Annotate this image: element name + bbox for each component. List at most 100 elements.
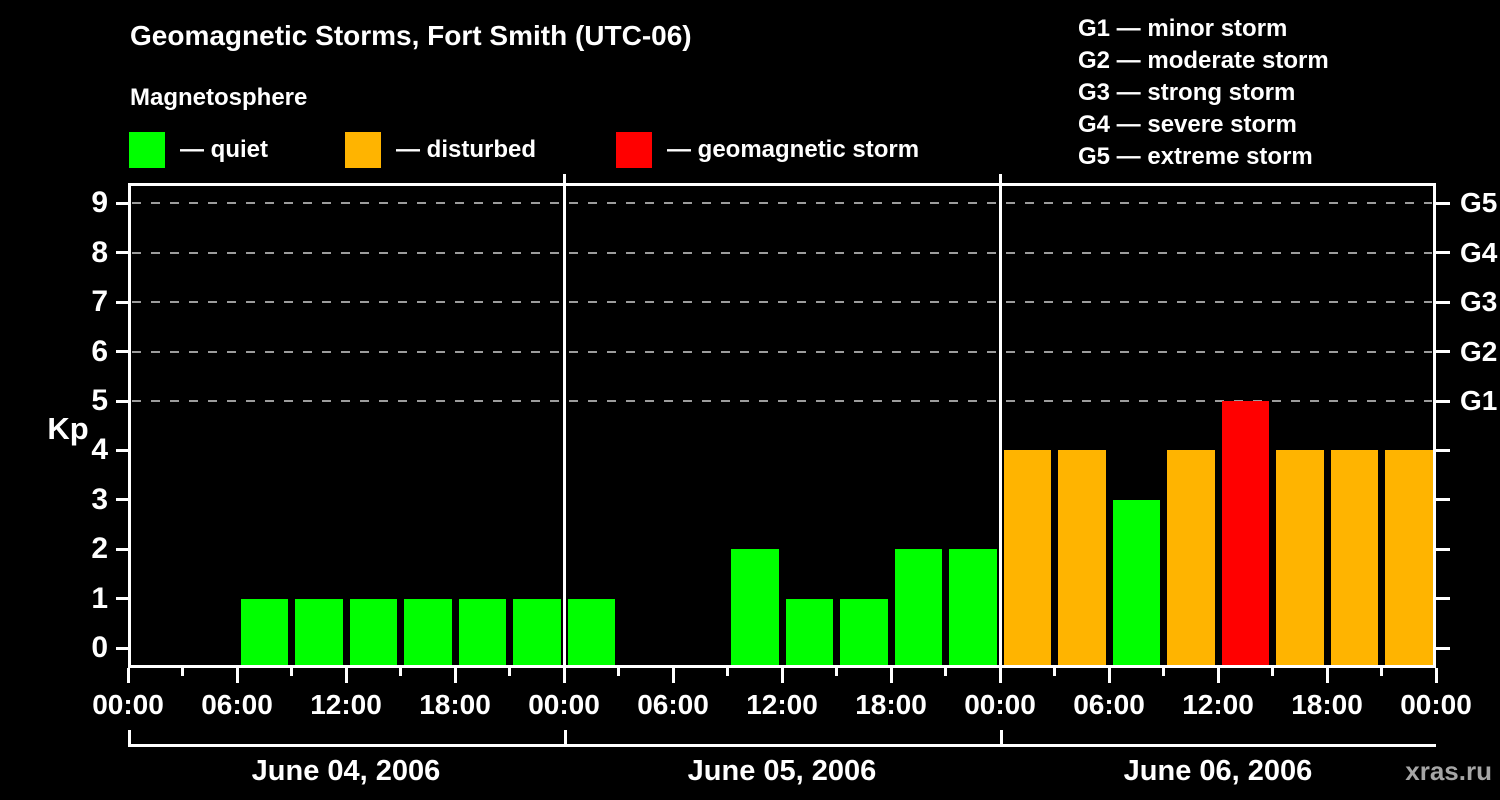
x-tick [181,668,184,676]
date-label: June 05, 2006 [687,755,877,787]
date-axis-tick [128,730,131,744]
kp-bar [840,598,888,665]
kp-bar [1385,450,1433,665]
xras-watermark: xras.ru [1405,756,1492,786]
x-tick [235,668,239,683]
y-tick-label: 1 [91,581,108,615]
time-label: 12:00 [746,689,818,720]
right-tick [1436,350,1450,354]
y-tick [116,646,128,650]
g-level-label-G2: G2 [1460,335,1498,367]
y-tick-label: 0 [91,631,108,664]
page-title: Geomagnetic Storms, Fort Smith (UTC-06) [130,20,692,51]
g-level-label-G1: G1 [1460,385,1498,416]
storm-scale-line-2: G2 — moderate storm [1078,47,1329,74]
legend-item-quiet: — quiet [129,132,268,168]
x-tick [889,668,893,683]
gridline-kp5 [132,400,1432,402]
storm-scale-legend: G1 — minor storm G2 — moderate storm G3 — … [1078,13,1329,173]
storm-swatch-icon [616,132,652,168]
x-tick [399,668,402,676]
right-tick [1436,300,1450,304]
x-tick [344,668,348,683]
x-tick [780,668,784,683]
x-tick [944,668,947,676]
kp-bar [404,598,452,665]
x-tick [126,668,130,683]
kp-bar [1221,401,1269,665]
day-divider [998,183,1002,668]
time-label: 18:00 [855,689,927,720]
time-label: 00:00 [528,689,600,720]
time-label: 06:00 [201,689,273,720]
y-tick-label: 7 [91,285,108,319]
x-tick [617,668,620,676]
date-axis-tick [564,730,567,744]
y-tick-label: 6 [91,334,108,368]
y-tick [116,597,128,601]
x-tick [290,668,293,676]
x-tick [726,668,729,676]
kp-bar [731,549,779,665]
kp-bar [240,598,288,665]
y-tick-label: 5 [91,384,108,417]
kp-bar [1058,450,1106,665]
g-level-label-G3: G3 [1460,286,1498,318]
y-tick-label: 3 [91,482,108,516]
kp-bar [785,598,833,665]
storm-scale-line-5: G5 — extreme storm [1078,143,1313,170]
time-label: 18:00 [419,689,491,720]
x-tick [671,668,675,683]
time-label: 06:00 [637,689,709,720]
legend-disturbed-label: — disturbed [396,136,537,163]
gridline-kp7 [132,301,1432,304]
x-tick [562,668,566,683]
kp-bar [1112,499,1160,665]
kp-bar [894,549,942,665]
kp-bar [1167,450,1215,665]
g-level-label-G5: G5 [1460,187,1498,219]
y-tick [116,448,128,452]
x-tick [1380,668,1383,676]
legend-item-storm: — geomagnetic storm [616,132,919,168]
disturbed-swatch-icon [345,132,381,168]
x-tick [1162,668,1165,676]
x-tick [1216,668,1220,683]
magnetosphere-subtitle: Magnetosphere [130,84,308,111]
day-divider [562,183,566,668]
y-tick-label: 8 [91,235,108,269]
plot-frame [128,183,1436,668]
y-tick [116,350,128,354]
y-tick-label: 9 [91,186,108,220]
right-tick [1436,547,1450,551]
y-tick [116,251,128,255]
gridline-kp6 [132,350,1432,353]
right-tick [1436,498,1450,502]
x-tick [1053,668,1056,676]
storm-scale-line-3: G3 — strong storm [1078,79,1296,106]
time-label: 00:00 [1400,689,1472,720]
date-label: June 06, 2006 [1123,755,1313,787]
day-divider-top-tick [998,174,1002,183]
y-tick [116,399,128,403]
x-tick [1434,668,1438,683]
kp-bar [458,598,506,665]
y-tick [116,300,128,304]
date-axis-tick [1000,730,1003,744]
kp-bar [295,598,343,665]
x-tick [998,668,1002,683]
y-tick-label: 4 [91,433,108,467]
kp-bar [949,549,997,665]
storm-scale-line-1: G1 — minor storm [1078,15,1288,42]
right-tick [1436,399,1450,403]
x-tick [835,668,838,676]
time-label: 12:00 [1182,689,1254,720]
x-tick [508,668,511,676]
y-tick [116,201,128,205]
kp-bar [1003,450,1051,665]
right-tick [1436,597,1450,601]
kp-bar [1330,450,1378,665]
date-axis-line [128,744,1436,747]
